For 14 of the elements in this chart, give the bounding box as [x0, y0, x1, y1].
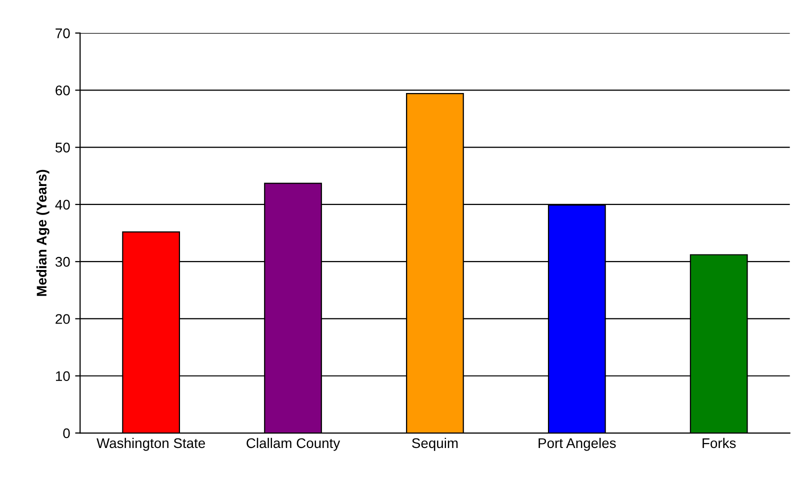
y-axis-title: Median Age (Years) [36, 170, 50, 296]
y-tick-label: 0 [63, 428, 70, 438]
y-tick-label: 60 [56, 86, 70, 96]
y-tick-label: 10 [56, 371, 70, 382]
x-tick-label: Forks [702, 438, 736, 448]
x-tick-label: Clallam County [246, 438, 340, 451]
x-tick-label: Washington State [96, 438, 206, 451]
y-tick-label: 30 [55, 256, 70, 267]
x-tick-label: Sequim [412, 438, 458, 451]
x-tick-label: Port Angeles [538, 438, 616, 451]
y-tick-label: 40 [55, 200, 70, 210]
y-tick-label: 20 [56, 314, 70, 324]
y-tick-label: 50 [55, 142, 70, 152]
y-tick-label: 70 [56, 28, 70, 38]
